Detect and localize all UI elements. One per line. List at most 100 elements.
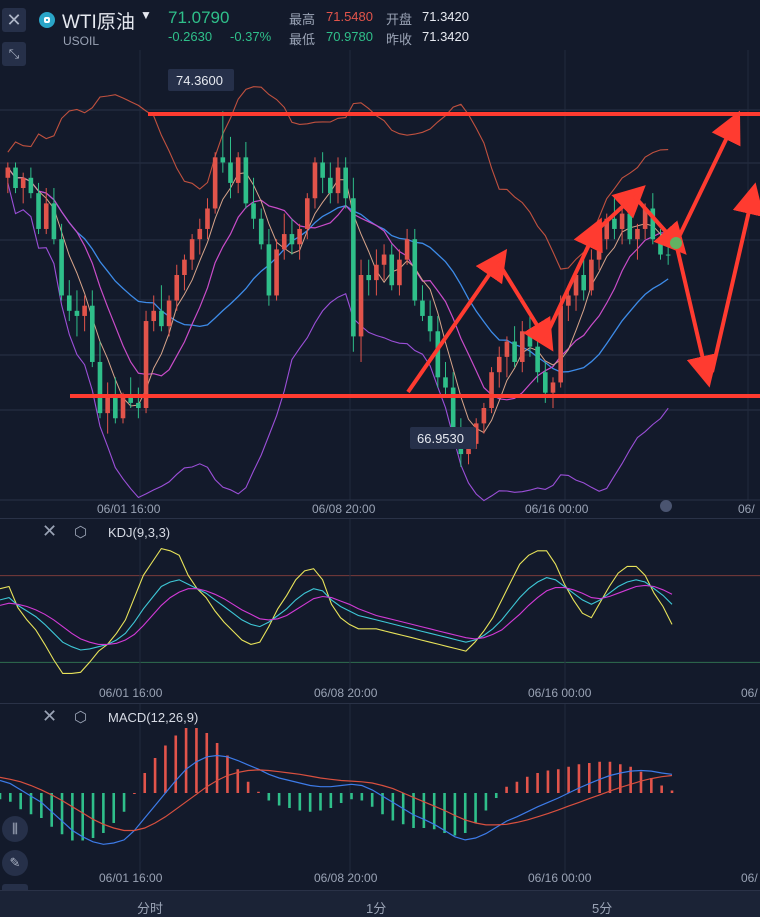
- price-change-percent: -0.37%: [230, 29, 272, 44]
- macd-histogram-bar: [546, 770, 550, 793]
- macd-histogram-bar: [536, 773, 539, 793]
- kdj-d-line: [0, 584, 673, 645]
- trend-arrow: [496, 260, 554, 352]
- macd-histogram-bar: [443, 793, 446, 833]
- candle-body: [397, 259, 402, 286]
- settings-icon[interactable]: ⬡: [74, 524, 88, 541]
- candle-body: [174, 275, 180, 301]
- macd-histogram-bar: [639, 771, 643, 793]
- candle-body: [658, 239, 663, 255]
- x-tick-label: 06/16 00:00: [528, 686, 592, 700]
- macd-histogram-bar: [50, 793, 53, 827]
- macd-histogram-bar: [19, 793, 22, 810]
- chart-type-icon[interactable]: ⫼: [2, 816, 28, 842]
- macd-histogram-bar: [153, 758, 157, 793]
- candle-body: [481, 408, 487, 424]
- timeframe-bar: 分时 1分 5分: [0, 890, 760, 917]
- symbol-name[interactable]: WTI原油: [62, 12, 135, 33]
- draw-pen-icon[interactable]: ✎: [2, 850, 28, 876]
- macd-histogram-bar: [329, 793, 333, 808]
- candle-body: [51, 203, 57, 240]
- candle-body: [266, 244, 272, 296]
- trend-arrow: [406, 248, 508, 394]
- min-price-marker: 66.9530: [417, 431, 464, 446]
- candle-body: [143, 321, 149, 409]
- candle-body: [59, 239, 64, 296]
- macd-histogram-bar: [60, 793, 64, 835]
- close-icon[interactable]: ✕: [2, 8, 26, 32]
- candle-body: [304, 198, 310, 229]
- main-chart-panel[interactable]: 74.3600 66.9530 06/01 16:00 06/08 20:00 06/1…: [0, 0, 760, 518]
- macd-histogram-bar: [432, 793, 436, 830]
- kdj-panel[interactable]: 06/01 16:00 06/08 20:00 06/16 00:00 06/ ✕ ⬡…: [0, 518, 760, 704]
- caret-down-icon[interactable]: ▼: [140, 8, 152, 22]
- current-price-dot: [670, 237, 682, 249]
- macd-chart[interactable]: 06/01 16:00 06/08 20:00 06/16 00:00 06/: [0, 704, 760, 891]
- kdj-title: KDJ(9,3,3): [108, 525, 171, 540]
- x-tick-label: 06/08 20:00: [314, 871, 378, 885]
- candle-body: [205, 208, 210, 229]
- candle-body: [274, 249, 279, 296]
- macd-histogram-bar: [91, 793, 95, 838]
- candle-body: [258, 218, 264, 245]
- close-indicator-icon[interactable]: ✕: [42, 521, 58, 541]
- settings-icon[interactable]: ⬡: [74, 709, 88, 726]
- candle-body: [13, 167, 18, 189]
- candle-body: [189, 239, 195, 260]
- close-indicator-icon[interactable]: ✕: [42, 706, 58, 726]
- prev-close-label: 昨收: [386, 32, 413, 47]
- timeframe-5min[interactable]: 5分: [592, 901, 613, 916]
- macd-histogram-bar: [474, 793, 477, 823]
- candle-body: [251, 203, 256, 219]
- kdj-j-line: [0, 547, 673, 674]
- macd-histogram-bar: [29, 793, 33, 815]
- candlestick-chart[interactable]: 74.3600 66.9530 06/01 16:00 06/08 20:00 06/1…: [0, 0, 760, 518]
- macd-histogram-bar: [567, 766, 570, 793]
- candle-body: [581, 275, 587, 291]
- candle-body: [281, 234, 287, 250]
- more-tools-icon[interactable]: [2, 884, 28, 890]
- candle-body: [642, 208, 648, 229]
- macd-histogram-bar: [0, 793, 2, 800]
- bollinger-upper-line: [7, 86, 669, 270]
- candle-body: [519, 331, 525, 362]
- macd-histogram-bar: [598, 761, 601, 793]
- candle-body: [28, 177, 34, 194]
- macd-panel[interactable]: 06/01 16:00 06/08 20:00 06/16 00:00 06/ ✕ ⬡…: [0, 703, 760, 891]
- macd-histogram-bar: [226, 755, 229, 793]
- macd-histogram-bar: [319, 793, 322, 811]
- candle-body: [36, 193, 41, 229]
- timeframe-1min[interactable]: 1分: [366, 901, 387, 916]
- macd-histogram-bar: [556, 769, 560, 793]
- trend-arrow: [674, 242, 718, 388]
- macd-histogram-bar: [670, 790, 674, 793]
- candle-body: [443, 377, 448, 388]
- kdj-chart[interactable]: 06/01 16:00 06/08 20:00 06/16 00:00 06/: [0, 519, 760, 704]
- macd-histogram-bar: [246, 781, 250, 793]
- candle-body: [589, 259, 594, 291]
- candle-body: [289, 234, 295, 245]
- trend-arrow: [674, 110, 741, 244]
- min-marker-box: [410, 427, 476, 449]
- candle-body: [328, 177, 333, 194]
- candle-body: [473, 423, 479, 444]
- macd-histogram-bar: [650, 778, 653, 793]
- macd-histogram-bar: [184, 728, 188, 793]
- candle-body: [66, 295, 72, 311]
- collapse-icon[interactable]: ⤡: [2, 42, 26, 66]
- candle-body: [151, 310, 157, 322]
- candle-body: [351, 198, 356, 337]
- macd-histogram-bar: [494, 793, 498, 798]
- macd-histogram-bar: [195, 728, 198, 793]
- macd-histogram-bar: [660, 785, 663, 793]
- macd-histogram-bar: [577, 764, 581, 793]
- timeframe-tick[interactable]: 分时: [137, 901, 164, 916]
- trend-arrow: [632, 194, 687, 255]
- macd-histogram-bar: [360, 793, 364, 801]
- candle-body: [243, 157, 249, 204]
- ma20-line: [7, 167, 669, 373]
- candle-body: [320, 162, 325, 178]
- candle-body: [650, 208, 656, 240]
- candle-body: [450, 387, 456, 434]
- macd-histogram-bar: [608, 761, 612, 793]
